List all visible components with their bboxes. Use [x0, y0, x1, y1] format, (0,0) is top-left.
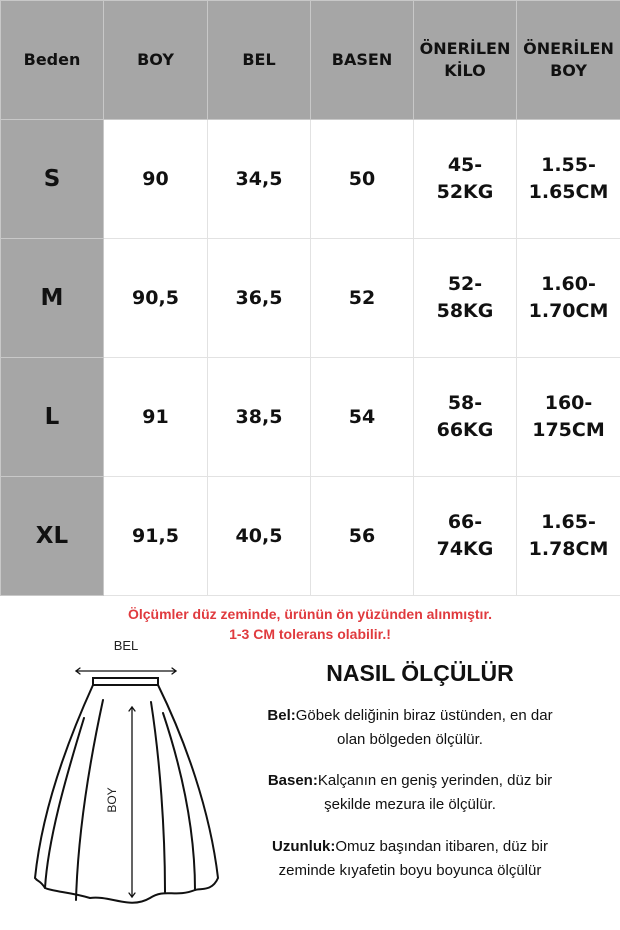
cell-boy: 91 [103, 357, 208, 477]
cell-bel: 34,5 [207, 119, 311, 239]
cell-boy: 91,5 [103, 476, 208, 596]
skirt-measurement-diagram: BEL BOY [33, 638, 220, 904]
cell-boy: 90 [103, 119, 208, 239]
howto-text: Kalçanın en geniş yerinden, düz bir şeki… [317, 772, 553, 813]
howto-label: Basen: [267, 772, 318, 789]
tolerance-note: 1-3 CM tolerans olabilir.! [229, 626, 391, 642]
column-header: BASEN [310, 0, 414, 120]
column-header: Beden [0, 0, 104, 120]
cell-onerilen-boy: 160-175CM [516, 357, 620, 477]
cell-kilo: 58-66KG [413, 357, 517, 477]
column-header: BEL [207, 0, 311, 120]
table-row: M 90,5 36,5 52 52-58KG 1.60-1.70CM [0, 238, 620, 358]
range-value: 1.60-1.70CM [528, 273, 609, 322]
range-value: 160-175CM [532, 392, 605, 441]
cell-size: L [0, 357, 104, 477]
length-label: BOY [105, 787, 119, 812]
measurement-note: Ölçümler düz zeminde, ürünün ön yüzünden… [127, 606, 493, 622]
length-arrow [128, 705, 136, 899]
cell-bel: 40,5 [207, 476, 311, 596]
column-header: ÖNERİLEN BOY [516, 0, 620, 120]
size-chart-table: Beden BOY BEL BASEN ÖNERİLEN KİLO ÖNERİLEN BO… [0, 0, 620, 596]
waist-arrow [74, 667, 178, 675]
column-header: BOY [103, 0, 208, 120]
cell-basen: 56 [310, 476, 414, 596]
column-header: ÖNERİLEN KİLO [413, 0, 517, 120]
cell-kilo: 52-58KG [413, 238, 517, 358]
cell-basen: 54 [310, 357, 414, 477]
cell-bel: 36,5 [207, 238, 311, 358]
cell-basen: 50 [310, 119, 414, 239]
howto-text: Göbek deliğinin biraz üstünden, en dar o… [295, 707, 553, 748]
howto-label: Bel: [267, 707, 296, 724]
cell-boy: 90,5 [103, 238, 208, 358]
cell-size: XL [0, 476, 104, 596]
howto-item-uzunluk: Uzunluk:Omuz başından itibaren, düz bir … [255, 835, 565, 883]
waist-label: BEL [114, 638, 139, 653]
range-value: 52-58KG [436, 273, 494, 322]
cell-onerilen-boy: 1.60-1.70CM [516, 238, 620, 358]
how-to-measure-title: NASIL ÖLÇÜLÜR [326, 660, 514, 686]
howto-label: Uzunluk: [272, 838, 336, 855]
howto-text: Omuz başından itibaren, düz bir zeminde … [278, 838, 548, 879]
skirt-outline [33, 677, 220, 904]
cell-onerilen-boy: 1.65-1.78CM [516, 476, 620, 596]
cell-basen: 52 [310, 238, 414, 358]
cell-bel: 38,5 [207, 357, 311, 477]
range-value: 1.65-1.78CM [528, 511, 609, 560]
table-header-row: Beden BOY BEL BASEN ÖNERİLEN KİLO ÖNERİLEN BO… [0, 0, 620, 120]
howto-item-basen: Basen:Kalçanın en geniş yerinden, düz bi… [255, 769, 565, 817]
range-value: 58-66KG [436, 392, 494, 441]
range-value: 45-52KG [436, 154, 494, 203]
cell-size: S [0, 119, 104, 239]
cell-size: M [0, 238, 104, 358]
cell-kilo: 45-52KG [413, 119, 517, 239]
table-row: XL 91,5 40,5 56 66-74KG 1.65-1.78CM [0, 476, 620, 596]
range-value: 66-74KG [436, 511, 494, 560]
cell-kilo: 66-74KG [413, 476, 517, 596]
howto-item-bel: Bel:Göbek deliğinin biraz üstünden, en d… [255, 704, 565, 752]
cell-onerilen-boy: 1.55-1.65CM [516, 119, 620, 239]
table-row: S 90 34,5 50 45-52KG 1.55-1.65CM [0, 119, 620, 239]
range-value: 1.55-1.65CM [528, 154, 609, 203]
table-row: L 91 38,5 54 58-66KG 160-175CM [0, 357, 620, 477]
